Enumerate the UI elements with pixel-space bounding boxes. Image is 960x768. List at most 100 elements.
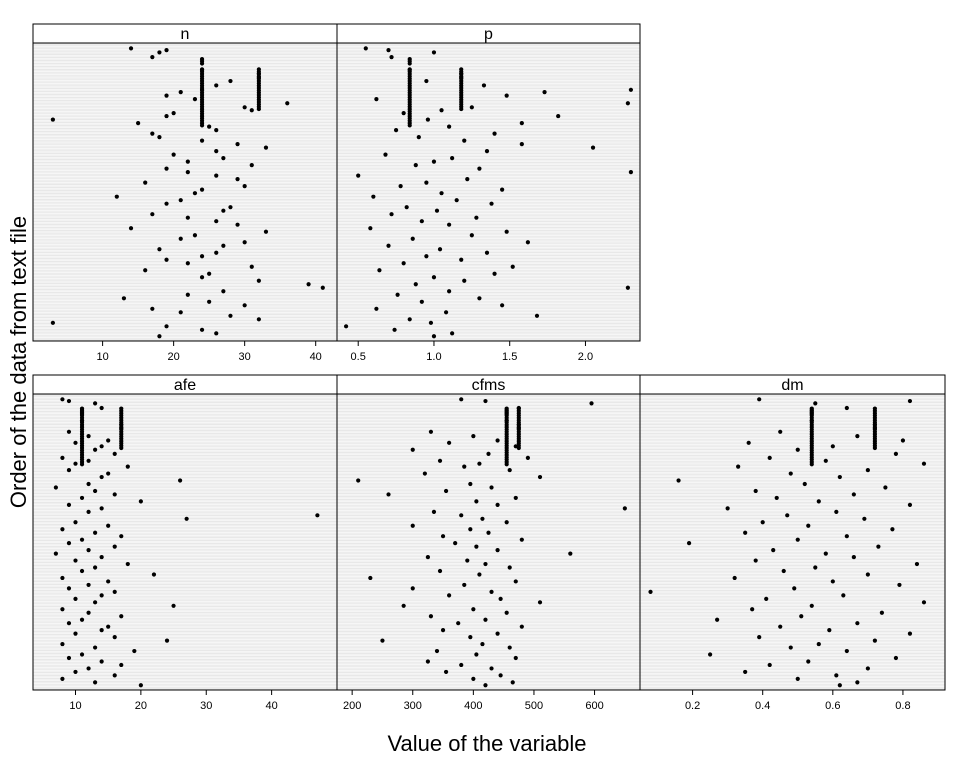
data-point <box>468 527 473 532</box>
data-point <box>93 680 98 685</box>
data-point <box>425 659 430 664</box>
data-point <box>99 628 104 633</box>
data-point <box>363 46 368 51</box>
data-point <box>447 593 452 598</box>
data-point <box>242 184 247 189</box>
data-point <box>743 530 748 535</box>
data-point <box>454 198 459 203</box>
x-tick-label: 300 <box>404 700 422 712</box>
data-point <box>192 191 198 196</box>
panel-dm: dm 0.2 0.4 0.6 0.8 <box>639 374 946 712</box>
data-point <box>112 544 117 549</box>
data-point <box>495 548 500 553</box>
data-point <box>374 97 379 102</box>
data-point <box>477 572 482 577</box>
data-point <box>79 617 85 622</box>
data-point <box>893 655 899 661</box>
data-point <box>242 105 247 110</box>
data-point <box>715 617 720 622</box>
data-point <box>392 327 397 332</box>
data-point <box>119 445 124 451</box>
data-point <box>79 652 85 657</box>
data-point <box>921 600 927 605</box>
data-point <box>178 310 183 315</box>
data-point <box>112 492 117 497</box>
data-point <box>199 67 205 73</box>
data-point <box>504 93 509 98</box>
data-point <box>128 226 134 231</box>
x-tick-label: 30 <box>239 351 251 363</box>
data-point <box>419 299 424 304</box>
data-point <box>431 50 437 55</box>
data-point <box>841 593 846 598</box>
data-point <box>516 422 521 427</box>
data-point <box>199 254 205 259</box>
x-tick-label: 20 <box>135 700 147 712</box>
data-point <box>795 676 800 681</box>
data-point <box>368 226 373 231</box>
x-tick-label: 400 <box>464 700 482 712</box>
panel-background <box>337 43 640 341</box>
data-point <box>437 247 443 252</box>
x-tick-label: 600 <box>585 700 603 712</box>
gridlines <box>640 395 945 689</box>
data-point <box>221 289 226 294</box>
x-tick-label: 0.2 <box>685 700 700 712</box>
data-point <box>401 603 406 608</box>
panel-background <box>337 394 640 690</box>
data-point <box>459 71 464 76</box>
data-point <box>462 138 467 143</box>
data-point <box>513 495 518 501</box>
data-point <box>443 310 449 315</box>
data-point <box>872 426 877 431</box>
data-point <box>883 485 888 490</box>
data-point <box>816 641 821 647</box>
data-point <box>504 462 509 467</box>
data-point <box>907 398 913 404</box>
data-point <box>519 624 524 629</box>
data-point <box>862 516 867 521</box>
data-point <box>374 306 379 311</box>
data-point <box>99 405 104 411</box>
data-point <box>413 282 418 287</box>
data-point <box>171 152 176 157</box>
data-point <box>407 61 412 66</box>
data-point <box>343 324 349 329</box>
data-point <box>416 135 421 140</box>
data-point <box>743 669 748 675</box>
data-point <box>676 478 681 483</box>
x-tick-label: 40 <box>265 700 277 712</box>
data-point <box>66 502 72 507</box>
data-point <box>386 47 391 53</box>
data-point <box>214 173 219 178</box>
data-point <box>199 61 205 66</box>
data-point <box>431 509 437 514</box>
data-point <box>395 292 400 297</box>
data-point <box>112 451 117 456</box>
data-point <box>855 680 860 685</box>
data-point <box>86 481 91 487</box>
data-point <box>792 586 797 591</box>
data-point <box>410 523 415 528</box>
data-point <box>498 673 503 678</box>
data-point <box>921 461 927 466</box>
data-point <box>459 75 464 80</box>
data-point <box>50 117 55 122</box>
data-point <box>513 579 518 584</box>
x-tick-label: 0.6 <box>825 700 840 712</box>
data-point <box>164 324 169 329</box>
data-point <box>356 478 361 483</box>
data-point <box>439 108 444 113</box>
data-point <box>171 111 176 116</box>
data-point <box>834 509 839 514</box>
data-point <box>53 485 58 490</box>
data-point <box>386 492 391 497</box>
x-tick-label: 30 <box>200 700 212 712</box>
data-point <box>66 655 72 661</box>
data-point <box>504 229 509 234</box>
data-point <box>469 105 474 110</box>
data-point <box>465 558 470 563</box>
data-point <box>207 124 212 129</box>
data-point <box>534 313 540 318</box>
data-point <box>79 537 85 542</box>
